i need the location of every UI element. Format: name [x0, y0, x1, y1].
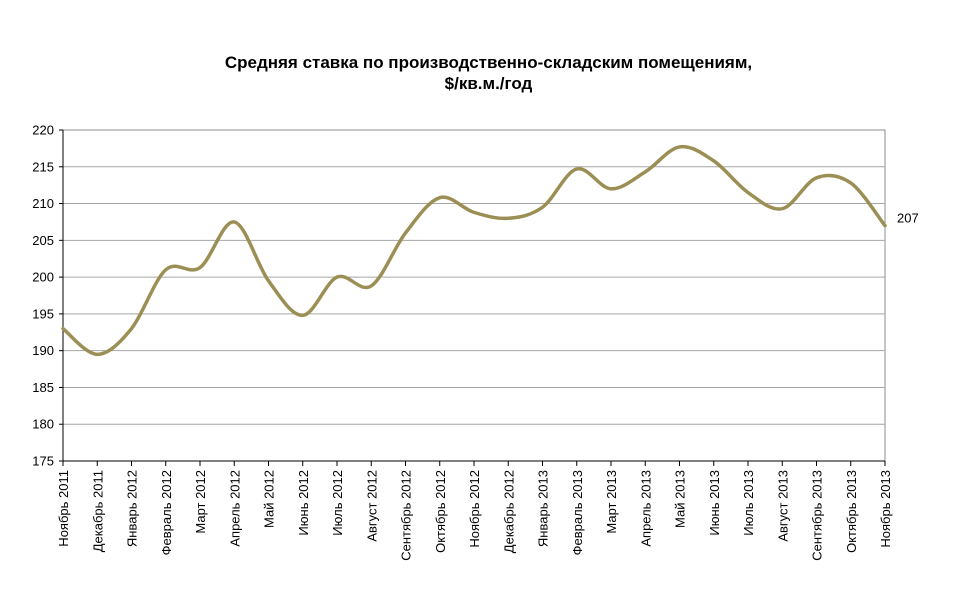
- x-tick-label: Апрель 2012: [227, 470, 242, 547]
- chart-title: Средняя ставка по производственно-складс…: [0, 52, 977, 94]
- x-tick-label: Июль 2013: [741, 470, 756, 536]
- y-tick-label: 210: [32, 196, 54, 211]
- x-tick-label: Март 2012: [193, 470, 208, 534]
- y-tick-label: 215: [32, 159, 54, 174]
- x-tick-label: Июль 2012: [330, 470, 345, 536]
- chart-title-line1: Средняя ставка по производственно-складс…: [224, 53, 753, 72]
- x-tick-label: Декабрь 2012: [501, 470, 516, 553]
- plot-area: [62, 129, 886, 462]
- x-tick-label: Ноябрь 2013: [878, 470, 893, 548]
- x-tick-label: Май 2013: [673, 470, 688, 528]
- x-tick-label: Декабрь 2011: [90, 470, 105, 552]
- x-tick-label: Август 2013: [775, 470, 790, 542]
- y-tick-label: 175: [32, 454, 54, 469]
- y-tick-label: 195: [32, 306, 54, 321]
- y-tick-label: 180: [32, 417, 54, 432]
- x-tick-label: Январь 2013: [536, 470, 551, 547]
- y-tick-label: 185: [32, 380, 54, 395]
- x-tick-label: Октябрь 2012: [433, 470, 448, 553]
- x-tick-label: Март 2013: [604, 470, 619, 534]
- x-tick-label: Сентябрь 2013: [810, 470, 825, 561]
- x-tick-label: Август 2012: [364, 470, 379, 542]
- x-tick-label: Май 2012: [262, 470, 277, 528]
- x-tick-label: Ноябрь 2011: [56, 470, 71, 547]
- end-value-label: 207: [897, 211, 919, 226]
- x-tick-label: Ноябрь 2012: [467, 470, 482, 548]
- x-tick-label: Январь 2012: [125, 470, 140, 547]
- x-tick-label: Февраль 2012: [159, 470, 174, 555]
- x-tick-label: Сентябрь 2012: [399, 470, 414, 561]
- x-tick-label: Февраль 2013: [570, 470, 585, 555]
- series-line: [61, 144, 887, 357]
- x-tick-label: Апрель 2013: [638, 470, 653, 547]
- x-tick-label: Июнь 2012: [296, 470, 311, 536]
- chart-title-line2: $/кв.м./год: [444, 74, 533, 93]
- y-tick-label: 205: [32, 233, 54, 248]
- y-tick-label: 220: [32, 123, 54, 138]
- y-tick-label: 190: [32, 343, 54, 358]
- y-tick-label: 200: [32, 270, 54, 285]
- x-tick-label: Октябрь 2013: [844, 470, 859, 553]
- x-tick-label: Июнь 2013: [707, 470, 722, 536]
